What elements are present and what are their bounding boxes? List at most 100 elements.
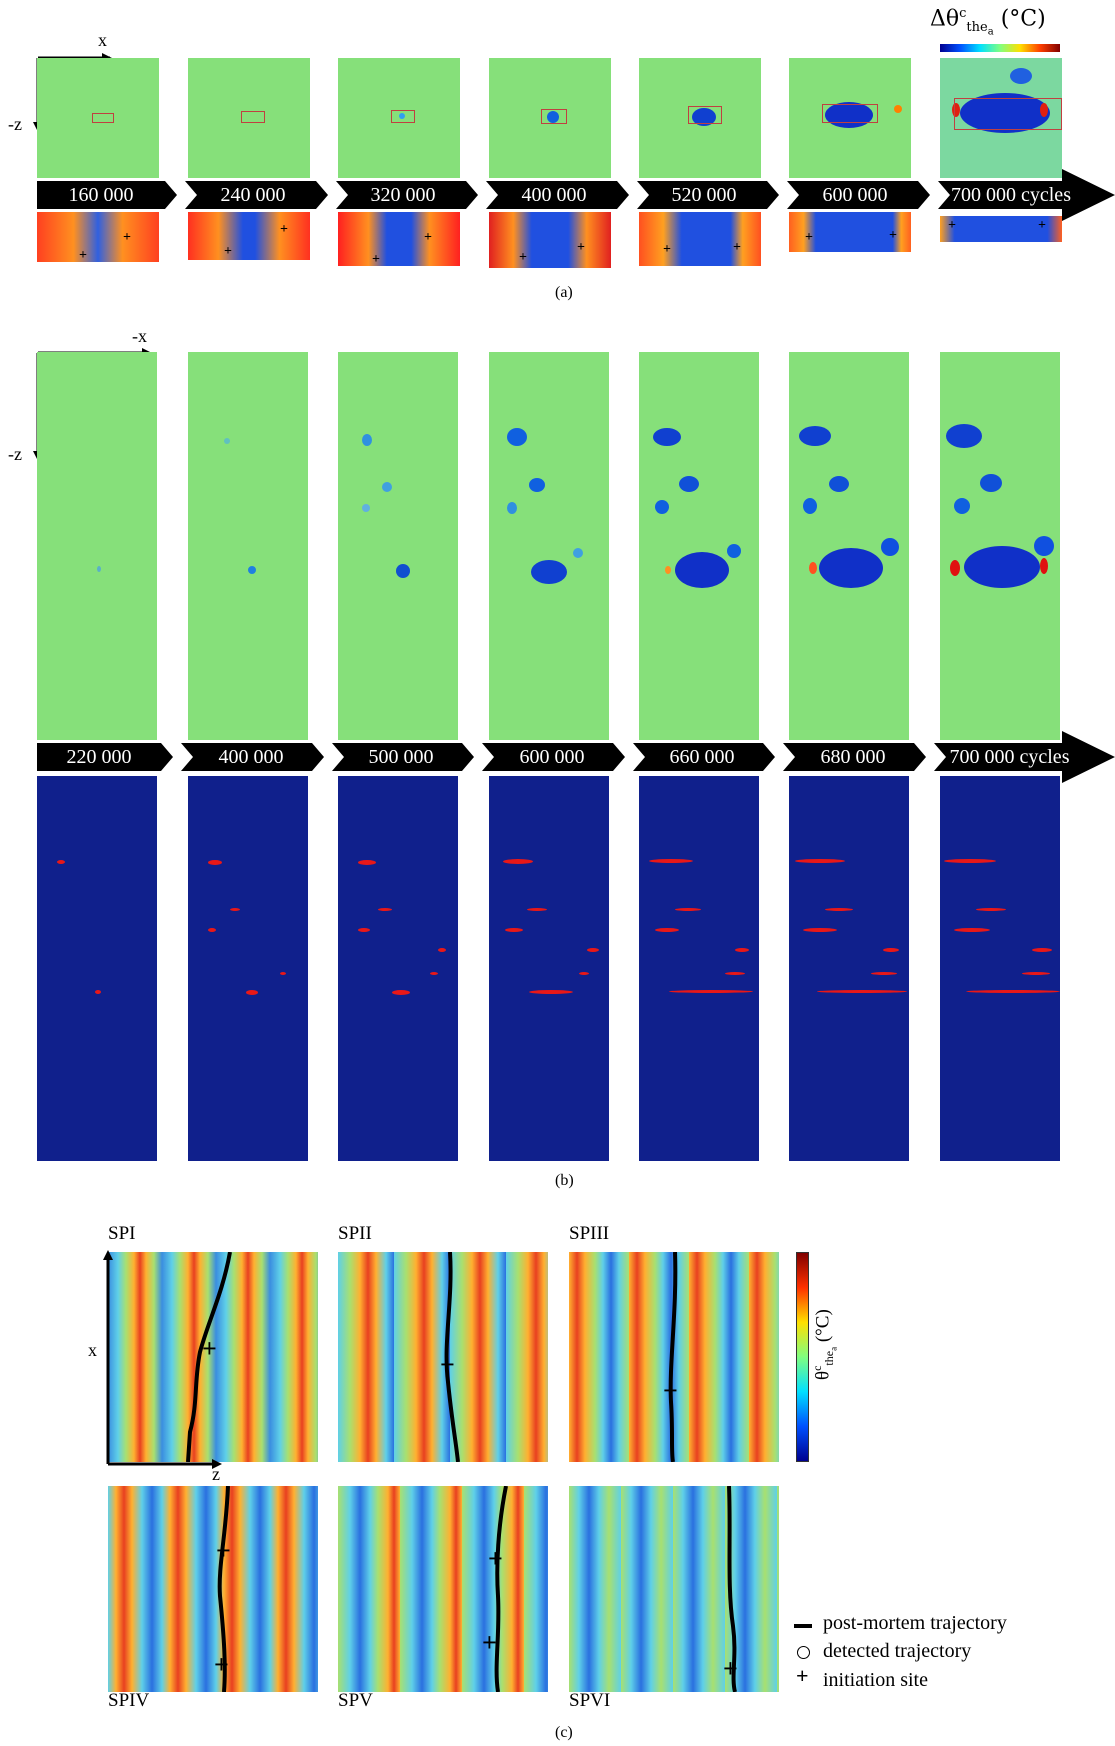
specimen-map-3: + — [569, 1252, 779, 1462]
specimen-map-2: + — [338, 1252, 548, 1462]
zoom-panel-a2: + + — [188, 212, 310, 260]
roi-box — [541, 109, 567, 124]
timeline-b-label-2: 400 000 — [218, 746, 284, 768]
init-mark: + — [1038, 218, 1046, 233]
colorbar-a — [940, 44, 1060, 52]
timeline-b-label-4: 600 000 — [519, 746, 585, 768]
thermal-panel-b2 — [188, 352, 308, 740]
axes-c — [103, 1250, 222, 1469]
crack-dot — [1032, 948, 1052, 952]
specimen-map-5: + + — [338, 1486, 548, 1692]
cold-spot — [224, 438, 230, 444]
specimen-label-6: SPVI — [569, 1690, 611, 1711]
cold-spot — [679, 476, 699, 492]
specimen-map-1: + — [108, 1252, 318, 1462]
colorbar-a-sub: the — [966, 19, 988, 35]
cold-spot — [1034, 536, 1054, 556]
colorbar-c-subsub: a — [828, 1346, 839, 1351]
colorbar-a-sup: c — [959, 6, 967, 21]
roi-box — [688, 106, 722, 124]
legend-plus-icon: + — [796, 1663, 809, 1688]
thermal-panel-a3 — [338, 58, 460, 178]
colorbar-c-sub: the — [822, 1350, 837, 1366]
crack-dot — [208, 860, 222, 865]
crack-dot — [438, 948, 446, 952]
zoom-panel-a5: + + — [639, 212, 761, 266]
thermal-panel-b7 — [940, 352, 1060, 740]
cold-spot — [946, 424, 982, 448]
colorbar-c — [796, 1252, 809, 1462]
thermal-panel-b6 — [789, 352, 909, 740]
cold-spot — [382, 482, 392, 492]
thermal-panel-a7 — [940, 58, 1062, 178]
hot-spot — [1040, 103, 1048, 117]
crack-dot — [430, 972, 438, 975]
thermal-panel-a4 — [489, 58, 611, 178]
crack-dot — [378, 908, 392, 911]
crack-dot — [966, 990, 1060, 993]
cold-spot — [825, 102, 873, 128]
crack-dot — [825, 908, 853, 911]
axis-a-x-label: x — [98, 30, 107, 50]
crack-dot — [735, 948, 749, 952]
hot-spot — [952, 103, 960, 117]
timeline-a-label-5: 520 000 — [671, 184, 737, 206]
hot-spot — [950, 560, 960, 576]
crack-dot — [944, 859, 996, 863]
specimen-label-1: SPI — [108, 1223, 136, 1244]
crack-dot — [246, 990, 258, 995]
timeline-b-label-3: 500 000 — [368, 746, 434, 768]
crack-trajectory — [494, 1486, 508, 1692]
caption-c: (c) — [555, 1724, 573, 1741]
caption-a: (a) — [555, 284, 573, 301]
detection-panel-b3 — [338, 776, 458, 1161]
timeline-b-label-7: 700 000 cycles — [949, 746, 1070, 768]
detection-panel-b5 — [639, 776, 759, 1161]
colorbar-a-subsub: a — [987, 26, 994, 38]
cold-spot — [1010, 68, 1032, 84]
timeline-a-label-2: 240 000 — [220, 184, 286, 206]
crack-dot — [669, 990, 753, 993]
detection-panel-b7 — [940, 776, 1060, 1161]
timeline-a-label-3: 320 000 — [370, 184, 436, 206]
timeline-a-bar — [37, 169, 1115, 221]
cold-spot — [396, 564, 410, 578]
timeline-a-label-1: 160 000 — [68, 184, 134, 206]
zoom-panel-a3: + + — [338, 212, 460, 266]
colorbar-a-symbol: Δθ — [930, 6, 960, 32]
roi-box — [92, 113, 114, 123]
cold-spot — [362, 434, 372, 446]
init-mark: + — [424, 230, 432, 245]
cold-spot — [894, 105, 902, 113]
cold-spot — [507, 428, 527, 446]
legend-post-mortem: post-mortem trajectory — [823, 1612, 1007, 1634]
crack-trajectory — [217, 1486, 230, 1692]
crack-trajectory — [727, 1486, 737, 1692]
crack-dot — [587, 948, 599, 952]
crack-dot — [280, 972, 286, 975]
colorbar-a-label: Δθcthea (°C) — [930, 6, 1046, 37]
cold-spot — [803, 498, 817, 514]
axis-c-x-label: x — [88, 1340, 97, 1360]
thermal-panel-a5 — [639, 58, 761, 178]
axis-c-z-label: z — [212, 1464, 220, 1484]
init-mark: + — [519, 250, 527, 265]
timeline-a-label-7: 700 000 cycles — [951, 184, 1071, 206]
init-mark: + — [372, 252, 380, 266]
colorbar-c-sup: c — [810, 1365, 824, 1371]
initiation-site-mark: + — [214, 1650, 229, 1679]
thermal-panel-a6 — [789, 58, 911, 178]
initiation-site-mark: + — [488, 1544, 503, 1573]
roi-box — [241, 111, 265, 123]
init-mark: + — [280, 222, 288, 237]
specimen-label-4: SPIV — [108, 1690, 150, 1711]
init-mark: + — [733, 240, 741, 255]
init-mark: + — [663, 242, 671, 257]
init-mark: + — [79, 248, 87, 262]
hot-spot — [1040, 558, 1048, 574]
hot-spot — [809, 562, 817, 574]
initiation-site-mark: + — [663, 1376, 678, 1405]
cold-spot — [653, 428, 681, 446]
thermal-panel-b1 — [37, 352, 157, 740]
crack-dot — [358, 928, 370, 932]
